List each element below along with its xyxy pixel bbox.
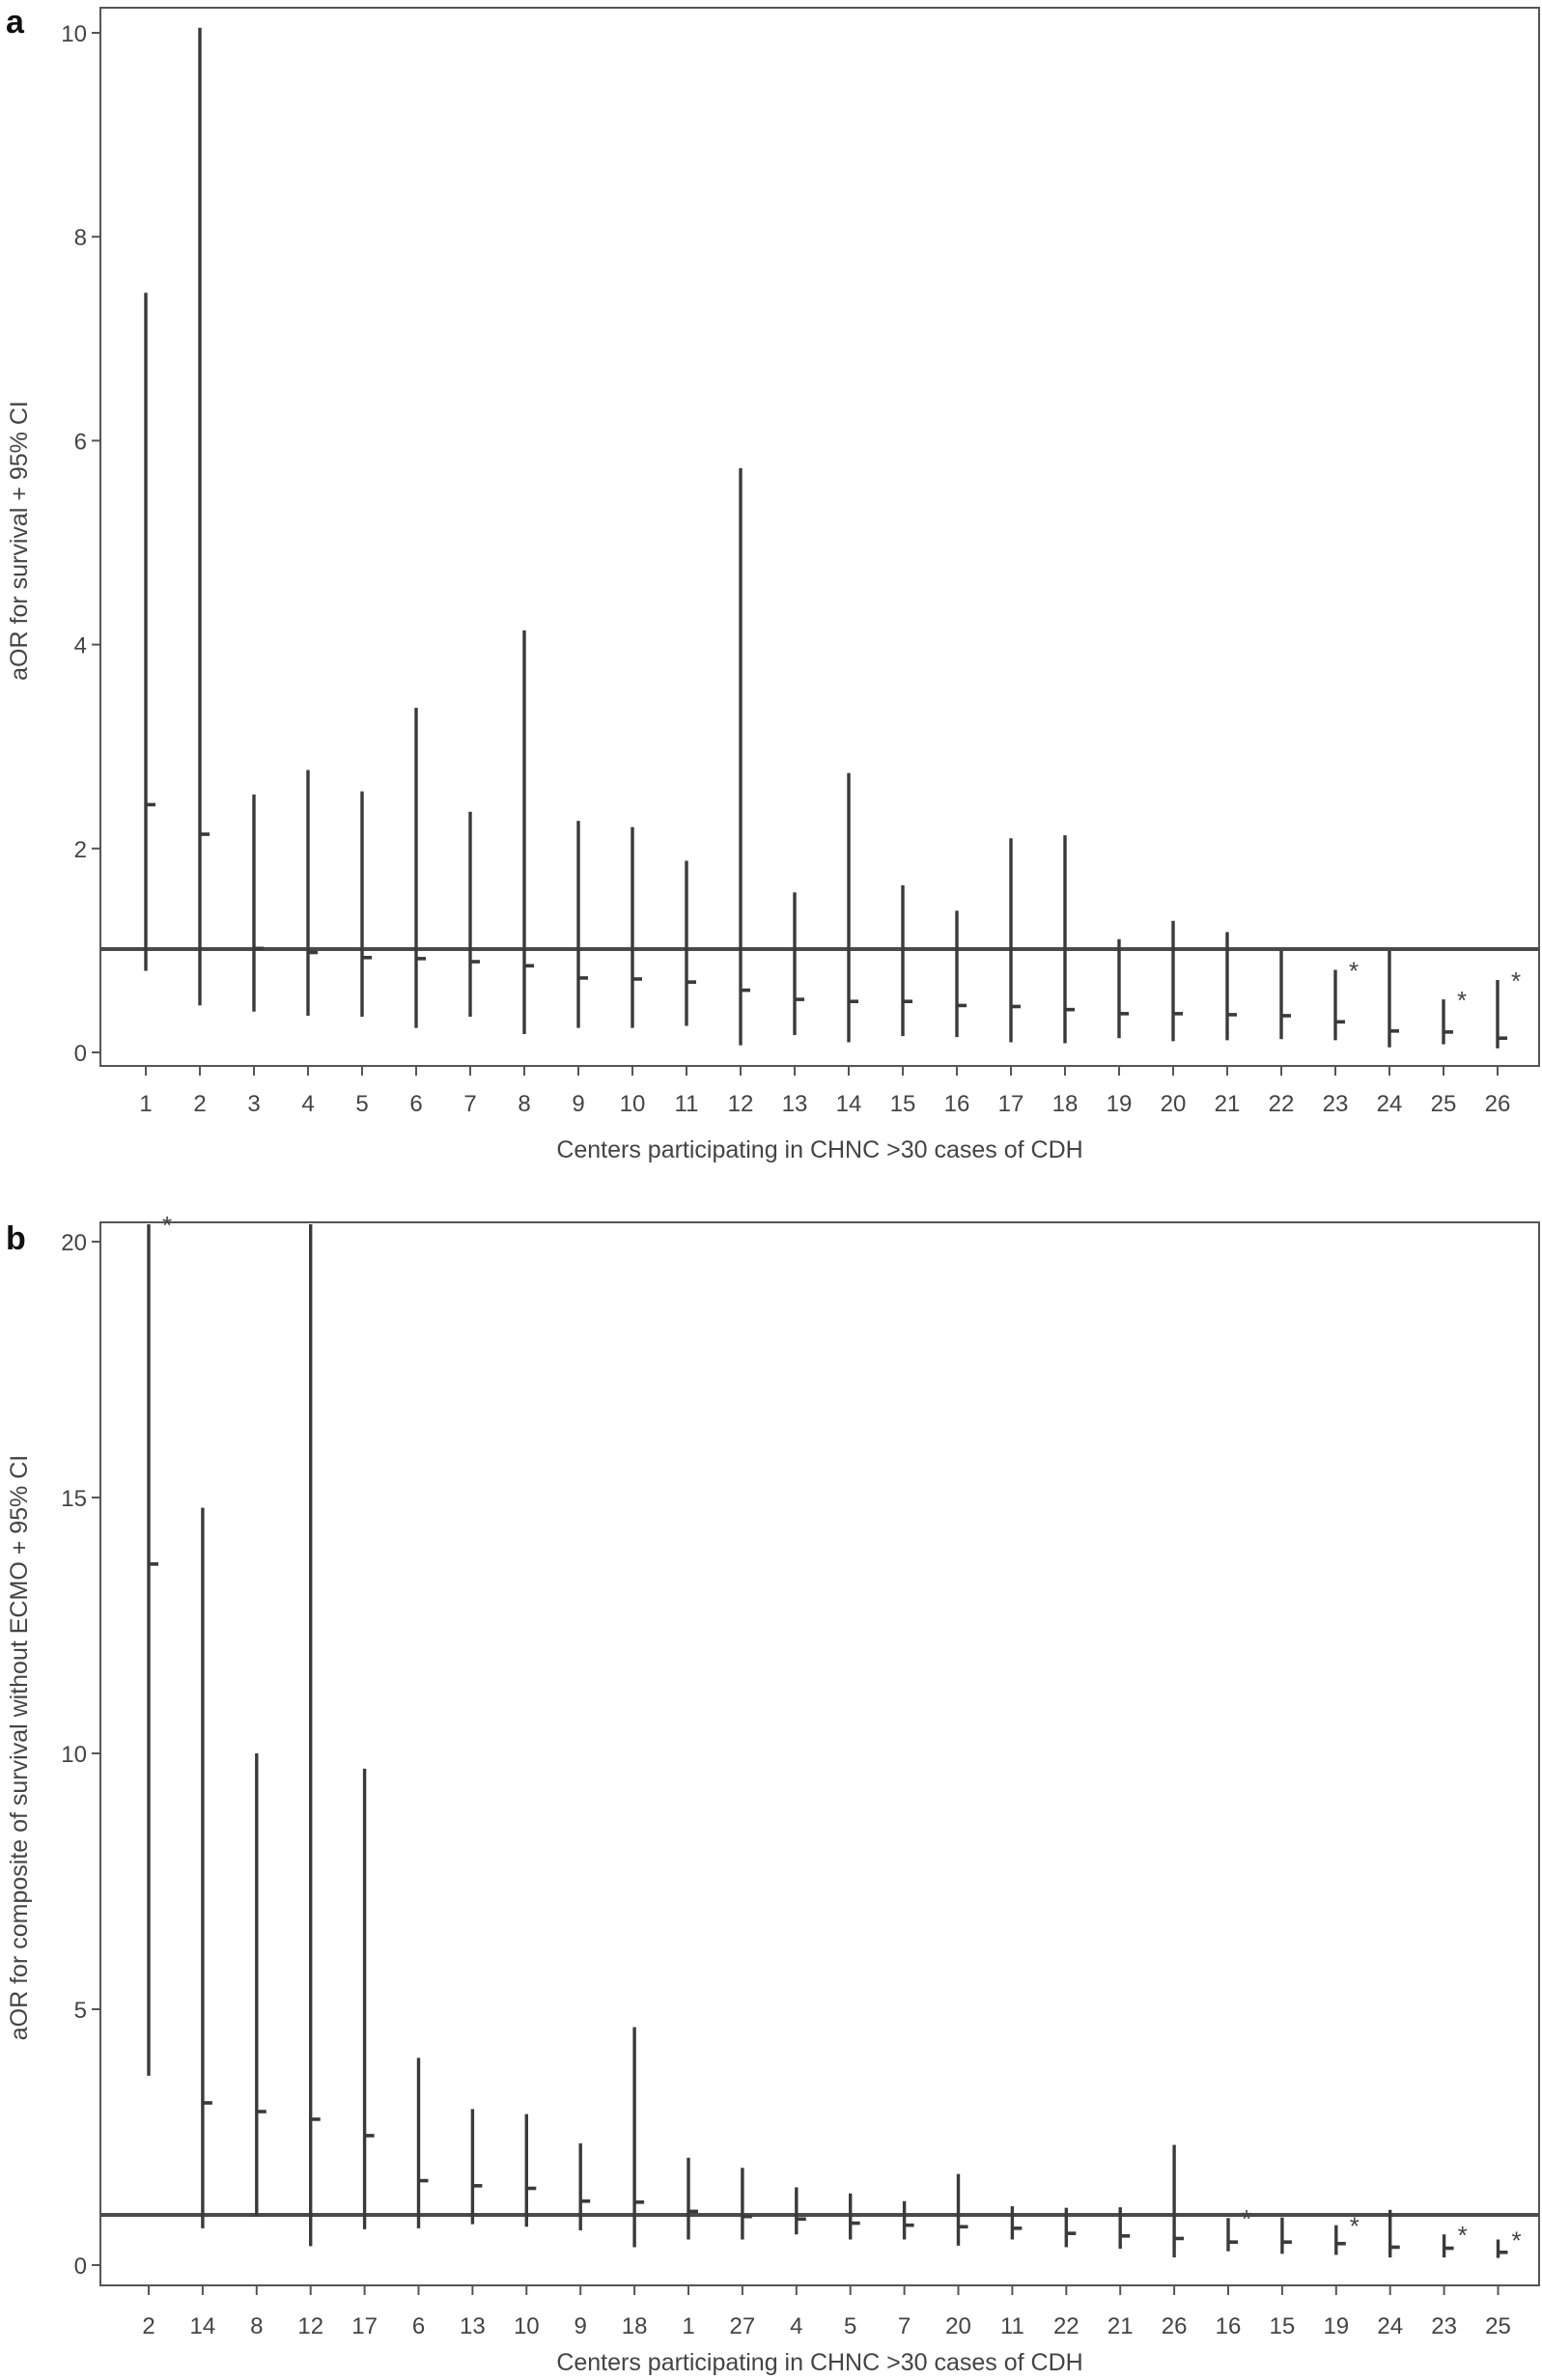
x-tick-label: 14 [836,1091,862,1117]
x-tick-label: 15 [1270,2313,1296,2339]
x-tick-label: 10 [620,1091,646,1117]
x-tick-label: 12 [728,1091,754,1117]
x-tick-label: 19 [1107,1091,1133,1117]
x-tick-label: 2 [193,1091,206,1117]
y-tick-label: 15 [61,1486,87,1512]
plot-frame [99,1221,1540,2286]
y-tick-label: 10 [61,1742,87,1768]
x-tick-label: 23 [1323,1091,1349,1117]
x-tick-label: 17 [998,1091,1024,1117]
x-tick-label: 15 [890,1091,916,1117]
x-tick-label: 24 [1377,1091,1403,1117]
y-tick-label: 4 [74,633,87,659]
x-tick-label: 18 [622,2313,648,2339]
x-tick-label: 10 [514,2313,540,2339]
y-tick-label: 10 [61,21,87,47]
significance-marker: * [1242,2204,1251,2233]
significance-marker: * [1349,956,1359,985]
x-tick-label: 4 [790,2313,802,2339]
y-axis-label: aOR for composite of survival without EC… [6,1455,33,2040]
x-tick-label: 22 [1053,2313,1079,2339]
y-tick-label: 0 [74,2254,87,2280]
y-tick-label: 20 [61,1230,87,1256]
x-tick-label: 16 [944,1091,970,1117]
x-tick-label: 8 [518,1091,530,1117]
x-tick-label: 13 [782,1091,808,1117]
x-tick-label: 12 [297,2313,323,2339]
x-tick-label: 13 [460,2313,486,2339]
x-tick-label: 18 [1052,1091,1079,1117]
x-tick-label: 20 [1161,1091,1187,1117]
x-tick-label: 7 [463,1091,476,1117]
x-tick-label: 7 [898,2313,911,2339]
significance-marker: * [1350,2212,1360,2241]
x-tick-label: 19 [1323,2313,1349,2339]
x-tick-label: 3 [247,1091,260,1117]
significance-marker: * [1511,966,1521,995]
x-tick-label: 5 [355,1091,368,1117]
x-tick-label: 25 [1431,1091,1457,1117]
y-tick-label: 8 [74,225,87,251]
x-tick-label: 21 [1215,1091,1241,1117]
x-tick-label: 20 [945,2313,971,2339]
y-axis-label: aOR for survival + 95% CI [6,401,33,681]
x-tick-label: 6 [412,2313,425,2339]
x-tick-label: 11 [675,1091,699,1117]
x-tick-label: 9 [572,1091,584,1117]
y-tick-label: 0 [74,1041,87,1067]
panel-letter: a [6,4,25,41]
x-tick-label: 5 [844,2313,856,2339]
x-axis-label: Centers participating in CHNC >30 cases … [556,2349,1082,2376]
x-tick-label: 27 [730,2313,756,2339]
x-tick-label: 11 [1000,2313,1024,2339]
x-tick-label: 6 [409,1091,422,1117]
x-axis-label: Centers participating in CHNC >30 cases … [556,1136,1082,1163]
panel-letter: b [6,1220,26,1257]
x-tick-label: 9 [575,2313,587,2339]
x-tick-label: 17 [351,2313,378,2339]
x-tick-label: 23 [1431,2313,1457,2339]
plot-frame [99,7,1540,1067]
y-tick-label: 2 [74,837,87,863]
x-tick-label: 1 [139,1091,152,1117]
significance-marker: * [162,1211,172,1240]
panel-b: b 0 5 10 15 20 2 * 14 8 12 17 6 13 10 9 18 1 27 4 5 7 20 11 22 21… [6,1211,1540,2376]
x-tick-label: 8 [250,2313,263,2339]
significance-marker: * [1458,2221,1468,2250]
x-tick-label: 22 [1269,1091,1295,1117]
x-tick-label: 16 [1216,2313,1242,2339]
x-tick-label: 1 [682,2313,694,2339]
x-tick-label: 25 [1485,2313,1511,2339]
x-tick-label: 14 [190,2313,216,2339]
x-tick-label: 26 [1162,2313,1188,2339]
significance-marker: * [1457,986,1467,1015]
y-tick-label: 6 [74,429,87,455]
x-tick-label: 21 [1107,2313,1134,2339]
x-tick-label: 4 [301,1091,314,1117]
x-tick-label: 24 [1377,2313,1403,2339]
x-tick-label: 2 [142,2313,154,2339]
y-tick-label: 5 [74,1998,87,2024]
significance-marker: * [1512,2226,1522,2255]
x-tick-label: 26 [1485,1091,1511,1117]
